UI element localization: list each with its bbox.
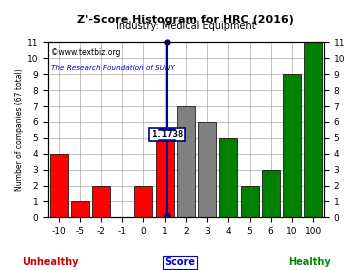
- Text: The Research Foundation of SUNY: The Research Foundation of SUNY: [51, 65, 174, 71]
- Bar: [92, 185, 110, 217]
- Bar: [50, 154, 68, 217]
- Bar: [71, 201, 89, 217]
- Text: Unhealthy: Unhealthy: [22, 257, 78, 267]
- Bar: [156, 138, 174, 217]
- Bar: [304, 42, 322, 217]
- Text: ©www.textbiz.org: ©www.textbiz.org: [51, 48, 120, 57]
- Text: 1.1738: 1.1738: [151, 130, 183, 139]
- Bar: [134, 185, 153, 217]
- Bar: [219, 138, 237, 217]
- Y-axis label: Number of companies (67 total): Number of companies (67 total): [15, 69, 24, 191]
- Text: Industry: Medical Equipment: Industry: Medical Equipment: [116, 21, 256, 31]
- Bar: [283, 74, 301, 217]
- Bar: [177, 106, 195, 217]
- Bar: [240, 185, 258, 217]
- Title: Z'-Score Histogram for HRC (2016): Z'-Score Histogram for HRC (2016): [77, 15, 294, 25]
- Bar: [198, 122, 216, 217]
- Text: Healthy: Healthy: [288, 257, 331, 267]
- Text: Score: Score: [165, 257, 195, 267]
- Bar: [262, 170, 280, 217]
